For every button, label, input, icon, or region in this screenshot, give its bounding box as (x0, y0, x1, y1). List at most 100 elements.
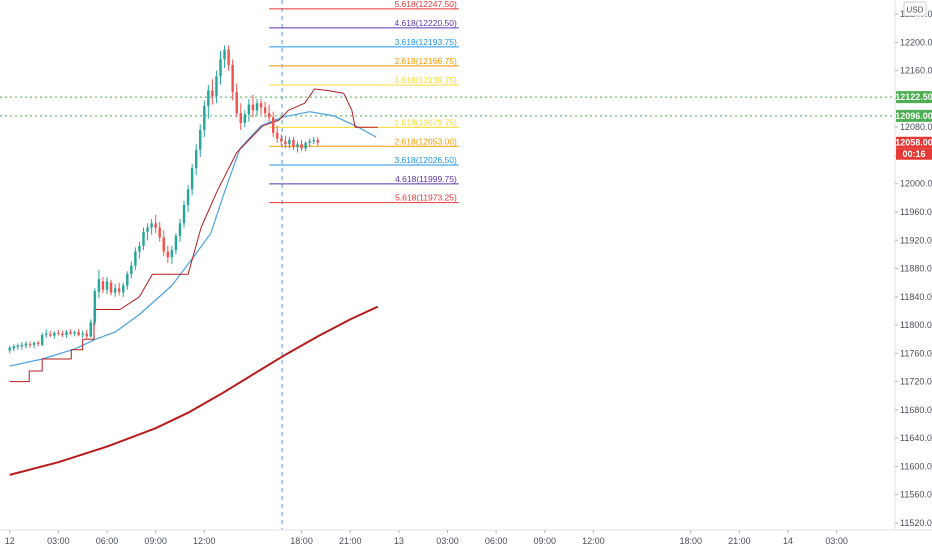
candle-body (134, 251, 137, 266)
time-axis[interactable]: 12 03:00 06:00 09:00 12:00 18:00 21:00 13 03:00 0… (5, 530, 848, 546)
candle-body (53, 332, 56, 336)
candle (117, 282, 121, 296)
candle (223, 45, 226, 68)
candle-body (215, 76, 218, 97)
candle-body (97, 279, 101, 292)
candle-body (203, 106, 206, 131)
candle-body (166, 251, 170, 258)
candle-body (40, 334, 44, 345)
price-tick-label: 11560.00 (900, 490, 932, 500)
slow-moving-average-line (9, 305, 379, 476)
time-tick-label: 18:00 (679, 536, 702, 546)
candle-body (247, 104, 251, 115)
candle-body (57, 332, 60, 334)
candle (122, 282, 125, 297)
candle-body (263, 107, 267, 114)
candle-body (280, 138, 283, 142)
time-tick-label: 03:00 (825, 536, 848, 546)
time-tick-label: 12:00 (193, 536, 216, 546)
candle-body (162, 237, 165, 252)
price-tick-label: 11880.00 (900, 264, 932, 274)
candle-body (69, 332, 72, 334)
price-tick-label: 11760.00 (900, 348, 932, 358)
time-tick-label: 18:00 (290, 536, 313, 546)
candle (235, 83, 238, 118)
candle-body (308, 141, 311, 143)
candle-body (186, 189, 190, 205)
candle-body (105, 281, 109, 290)
candle (154, 214, 157, 234)
candle (247, 98, 251, 122)
candle (89, 319, 93, 338)
fib-level-label: 2.618(12053.00) (394, 136, 457, 146)
current-price-tag: 12058.00 (895, 138, 932, 148)
candle (263, 101, 267, 118)
fib-level-label: 5.618(11973.25) (395, 193, 457, 203)
candle (40, 332, 44, 347)
candle-body (93, 291, 97, 323)
candle-body (61, 333, 64, 335)
time-tick-label: 03:00 (436, 536, 459, 546)
candle-body (113, 288, 117, 293)
price-tick-label: 11520.00 (900, 518, 932, 528)
level-price-tag-box (896, 91, 932, 104)
currency-badge[interactable]: USD (903, 1, 927, 17)
candle-body (239, 113, 242, 123)
price-tick-label: 11600.00 (900, 461, 932, 471)
candle-body (8, 347, 11, 351)
candle (271, 111, 275, 138)
candlestick-layer (8, 45, 320, 354)
candle (194, 144, 198, 176)
candle (93, 288, 97, 326)
time-tick-label: 21:00 (728, 536, 751, 546)
time-tick-label: 14 (783, 536, 793, 546)
time-tick-label: 03:00 (47, 536, 70, 546)
candle (113, 284, 117, 297)
candle (186, 185, 190, 212)
candle (73, 330, 76, 337)
candle (231, 59, 234, 101)
plot-background (0, 0, 895, 530)
candle (130, 261, 133, 279)
candle-body (12, 346, 15, 349)
fib-level-label: 1.618(12079.75) (394, 117, 457, 127)
candle (101, 277, 105, 294)
candle-body (174, 236, 178, 251)
candle-body (150, 223, 153, 228)
candle (312, 137, 315, 145)
candle (276, 125, 279, 143)
candle (28, 341, 32, 348)
candle-body (227, 49, 230, 66)
candle (251, 94, 255, 118)
candle (97, 269, 101, 299)
candle (20, 342, 24, 350)
price-axis[interactable]: 12240.0012200.0012160.0012120.0012080.00… (895, 9, 932, 528)
candle-body (243, 114, 247, 123)
candle (178, 219, 182, 242)
candle-body (101, 281, 105, 290)
candle (61, 330, 64, 338)
candle-body (292, 139, 295, 147)
candle-body (304, 142, 307, 149)
candle (109, 279, 113, 296)
candle-body (235, 91, 238, 114)
candle-body (73, 332, 76, 334)
candle (215, 70, 218, 104)
candle (138, 241, 141, 259)
candle (69, 329, 72, 335)
candle (227, 45, 230, 71)
candle-body (24, 343, 28, 346)
candle-body (316, 139, 320, 143)
candle (239, 103, 242, 131)
price-tick-label: 11680.00 (900, 405, 932, 415)
candle-body (117, 288, 121, 292)
fib-level-label: 3.618(12026.50) (394, 155, 457, 165)
candle-body (300, 144, 303, 149)
price-tick-label: 12080.00 (900, 122, 932, 132)
candle-body (81, 333, 84, 335)
candle (134, 247, 137, 270)
candle-body (251, 104, 255, 111)
candle (219, 50, 222, 85)
fib-level-label: 1.618(12139.75) (394, 75, 457, 85)
